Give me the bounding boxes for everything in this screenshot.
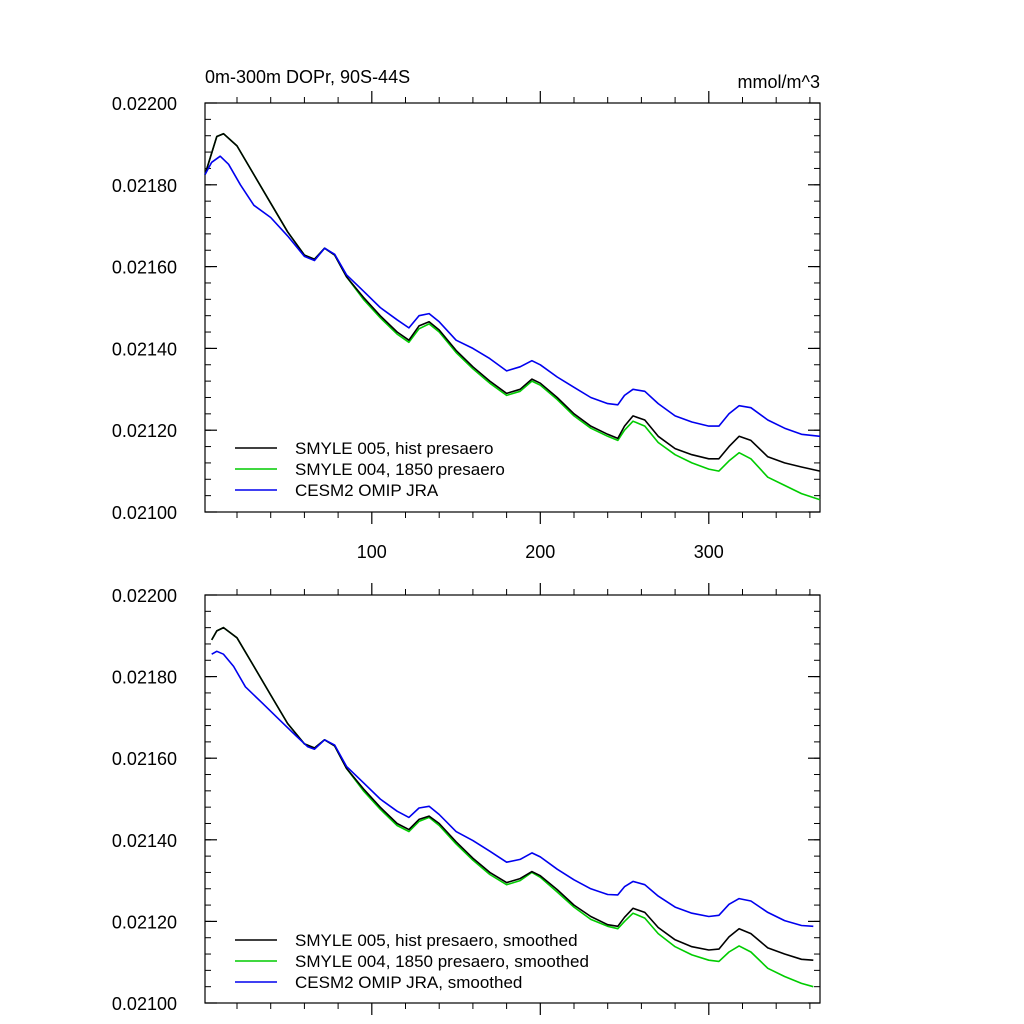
x-tick-label: 300	[694, 542, 724, 562]
y-tick-label: 0.02200	[112, 94, 177, 114]
legend-label: CESM2 OMIP JRA	[295, 481, 439, 500]
y-tick-label: 0.02160	[112, 749, 177, 769]
series-line-0	[204, 132, 821, 472]
legend-label: SMYLE 004, 1850 presaero, smoothed	[295, 952, 589, 971]
units-label: mmol/m^3	[738, 72, 820, 92]
plot-frame	[204, 594, 821, 1004]
y-tick-label: 0.02140	[112, 831, 177, 851]
y-tick-label: 0.02160	[112, 258, 177, 278]
y-tick-label: 0.02120	[112, 421, 177, 441]
y-tick-label: 0.02100	[112, 503, 177, 523]
y-tick-label: 0.02180	[112, 668, 177, 688]
y-tick-label: 0.02100	[112, 994, 177, 1014]
top-panel: 0.02100 0.02120 0.02140 0.02160 0.02180 0.022…	[112, 67, 821, 562]
series-line-2	[211, 650, 814, 928]
legend-label: SMYLE 005, hist presaero, smoothed	[295, 931, 578, 950]
plot-frame	[204, 102, 821, 513]
legend-label: SMYLE 004, 1850 presaero	[295, 460, 505, 479]
chart-title-left: 0m-300m DOPr, 90S-44S	[205, 67, 410, 87]
y-tick-label: 0.02180	[112, 176, 177, 196]
legend-label: CESM2 OMIP JRA, smoothed	[295, 973, 522, 992]
x-tick-label: 200	[525, 542, 555, 562]
legend-label: SMYLE 005, hist presaero	[295, 439, 493, 458]
series-line-2	[204, 155, 821, 438]
series-line-0	[211, 626, 814, 961]
x-tick-label: 100	[357, 542, 387, 562]
y-tick-label: 0.02140	[112, 339, 177, 359]
y-tick-label: 0.02120	[112, 912, 177, 932]
bottom-panel: 0.02100 0.02120 0.02140 0.02160 0.02180 0.022…	[112, 583, 821, 1015]
y-tick-label: 0.02200	[112, 586, 177, 606]
